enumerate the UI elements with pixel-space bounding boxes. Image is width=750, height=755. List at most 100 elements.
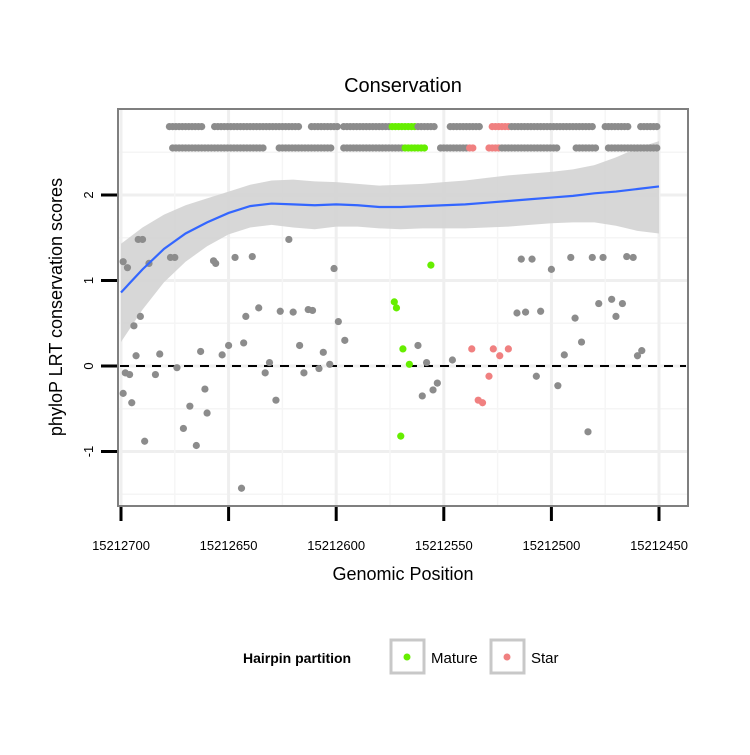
x-axis: 15212700 15212650 15212600 15212550 15212500… [92, 507, 688, 553]
point-other [341, 336, 349, 344]
point-other [126, 370, 134, 379]
point-other [554, 382, 562, 390]
point-other [608, 295, 616, 303]
point-other [192, 441, 200, 450]
point-other [653, 144, 661, 152]
point-other [171, 253, 179, 262]
point-other [237, 484, 246, 492]
point-other [212, 259, 220, 267]
point-other [132, 352, 140, 360]
point-other [141, 437, 149, 445]
point-other [123, 264, 132, 272]
point-other [119, 389, 127, 397]
x-tick-label: 15212500 [522, 538, 580, 553]
data-points [119, 123, 661, 492]
point-other [571, 314, 579, 322]
point-other [294, 123, 303, 131]
y-axis: -1 0 1 2 [81, 191, 117, 457]
point-other [151, 370, 160, 379]
smooth-curve [120, 185, 660, 294]
confidence-band-area [121, 141, 659, 343]
point-other [595, 299, 603, 308]
point-other [156, 350, 164, 358]
point-other [330, 264, 338, 273]
x-tick-label: 15212600 [307, 538, 365, 553]
point-other [128, 399, 136, 407]
point-other [623, 252, 631, 261]
point-other [537, 307, 545, 315]
point-other [532, 372, 540, 380]
point-other [203, 409, 211, 417]
point-star [469, 144, 477, 152]
point-other [138, 235, 147, 244]
point-other [588, 123, 596, 131]
point-other [255, 304, 263, 312]
point-other [429, 386, 437, 394]
point-other [231, 253, 239, 262]
point-other [218, 351, 226, 359]
point-other [272, 396, 280, 404]
point-other [248, 252, 256, 261]
point-other [242, 312, 250, 321]
y-tick-label: 1 [81, 277, 96, 284]
point-star [468, 345, 476, 353]
legend-dot-mature [403, 653, 411, 661]
point-other [225, 341, 233, 350]
point-other [418, 392, 426, 400]
point-other [547, 265, 556, 273]
point-other [261, 369, 269, 377]
point-star [478, 399, 487, 407]
point-other [629, 253, 637, 262]
point-other [528, 255, 536, 263]
point-other [430, 123, 438, 131]
point-other [513, 309, 521, 317]
point-other [553, 144, 561, 152]
legend-label-star: Star [531, 650, 559, 667]
point-other [179, 424, 188, 433]
point-other [334, 317, 342, 326]
point-other [584, 428, 592, 436]
point-other [285, 235, 293, 244]
point-star [489, 345, 497, 353]
point-star [496, 352, 504, 360]
point-mature [392, 304, 401, 312]
point-mature [405, 360, 413, 368]
point-other [521, 308, 530, 316]
point-other [448, 356, 457, 364]
point-other [259, 144, 267, 152]
y-tick-label: 2 [81, 191, 96, 198]
point-other [638, 347, 646, 355]
point-other [240, 339, 248, 347]
point-other [198, 123, 206, 131]
point-other [173, 364, 181, 372]
smooth-line [120, 185, 660, 294]
point-other [612, 312, 620, 321]
point-mature [397, 432, 405, 440]
point-other [119, 258, 127, 266]
x-axis-label: Genomic Position [332, 564, 473, 584]
point-other [333, 123, 341, 131]
point-other [296, 341, 304, 350]
confidence-band [121, 141, 659, 343]
point-other [197, 347, 205, 356]
point-mature [427, 261, 435, 269]
point-mature [390, 298, 398, 306]
point-other [517, 255, 525, 263]
chart-title: Conservation [344, 75, 462, 97]
point-other [618, 299, 627, 308]
point-other [136, 312, 144, 321]
point-other [186, 402, 194, 410]
x-tick-label: 15212650 [200, 538, 258, 553]
point-other [599, 253, 607, 262]
point-other [588, 253, 596, 262]
y-axis-label: phyloP LRT conservation scores [46, 178, 66, 436]
point-other [633, 352, 642, 360]
x-tick-label: 15212700 [92, 538, 150, 553]
point-other [653, 123, 661, 131]
point-other [591, 144, 600, 152]
point-other [475, 123, 483, 131]
point-other [414, 341, 422, 350]
y-tick-label: -1 [81, 446, 96, 458]
point-other [433, 379, 441, 387]
point-other [308, 306, 317, 315]
